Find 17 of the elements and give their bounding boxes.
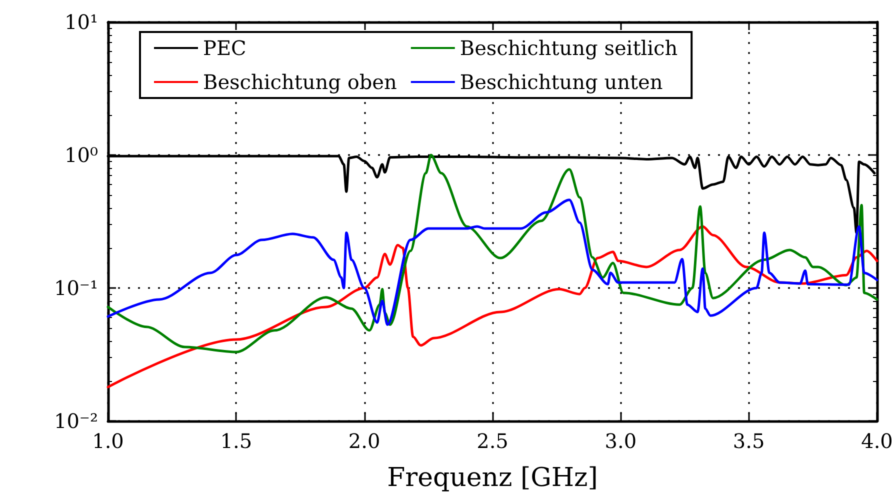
legend-label: PEC	[203, 36, 246, 60]
legend-label: Beschichtung oben	[203, 70, 397, 94]
y-tick-label: 10¹	[64, 10, 98, 34]
y-tick-label: 10⁻¹	[54, 276, 98, 300]
legend-label: Beschichtung unten	[460, 70, 663, 94]
x-tick-label: 2.5	[476, 429, 508, 453]
x-tick-label: 4.0	[861, 429, 893, 453]
x-axis-title: Frequenz [GHz]	[387, 463, 598, 493]
y-tick-label: 10⁰	[64, 143, 98, 167]
line-series	[106, 198, 878, 326]
x-tick-label: 3.5	[732, 429, 765, 453]
x-tick-label: 3.0	[604, 429, 637, 453]
x-tick-label: 2.0	[348, 429, 380, 453]
line-series	[106, 225, 878, 388]
legend-label: Beschichtung seitlich	[460, 36, 678, 60]
x-tick-label: 1.5	[220, 429, 252, 453]
line-series	[106, 154, 878, 354]
